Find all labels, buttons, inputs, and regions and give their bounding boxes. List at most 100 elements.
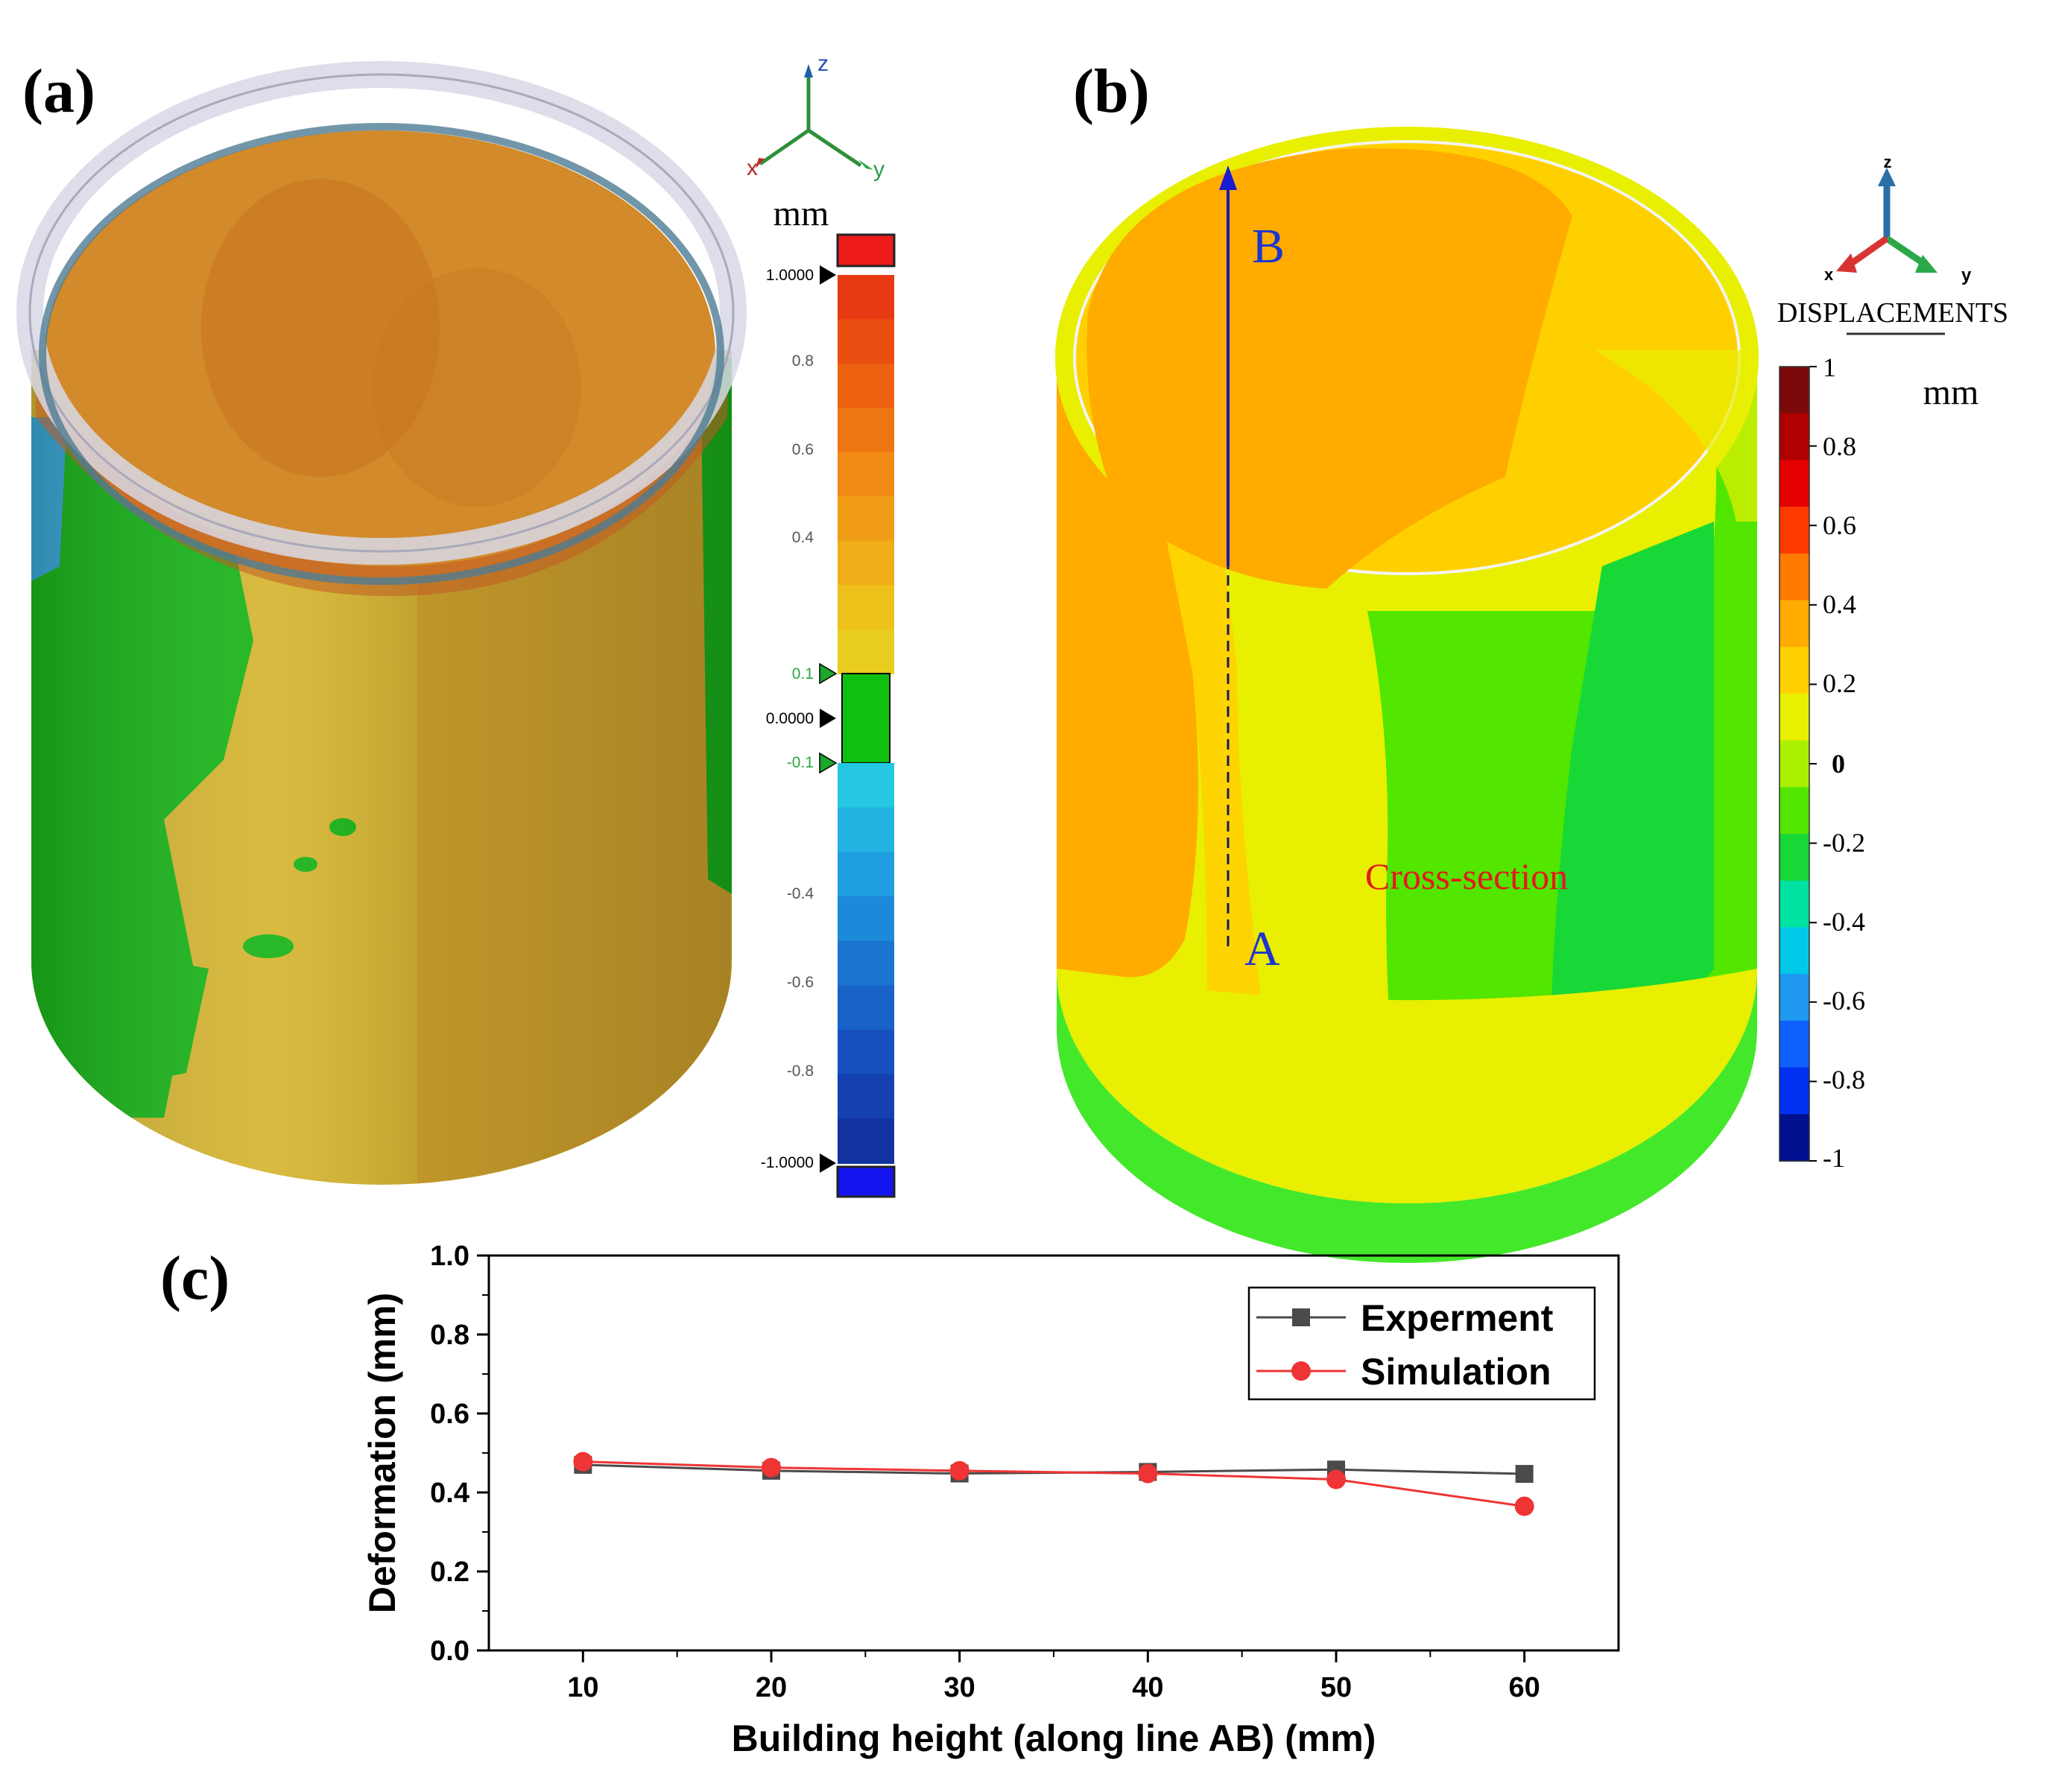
sim-band [1779,693,1809,741]
data-point-simulation [573,1451,593,1472]
scan-band-positive [838,540,894,586]
legend-label: Simulation [1361,1351,1551,1393]
sim-band [1779,880,1809,928]
axis-triad-a: z y x [747,51,885,182]
scan-band-negative [838,1074,894,1120]
scan-color-bands [838,275,894,1164]
scan-band-tolerance [841,673,890,764]
data-point-simulation [1514,1496,1534,1516]
x-axis: 10 20 30 40 50 60 [567,1650,1540,1703]
sim-orange-left [1057,358,1198,978]
chart-legend: Experment Simulation [1247,1286,1596,1401]
cross-section-label: Cross-section [1365,855,1568,897]
series-line-simulation [583,1460,1525,1508]
scan-tick-1: 1.0000 [766,267,814,284]
sim-tick-0-4: 0.4 [1823,589,1856,619]
y-tick-label: 1.0 [430,1241,469,1272]
sim-tick-0-8: 0.8 [1823,431,1856,461]
scan-color-scale: 1.0000 0.8 0.6 0.4 0.1 0.0000 -0.1 -0.4 … [761,233,896,1198]
scan-overflow-low [836,1165,896,1198]
sim-band [1779,460,1809,508]
sim-tick-neg-1: -1 [1823,1143,1845,1173]
panel-c: (c) 10 20 30 40 50 60 0.0 0.2 0.4 0.6 0.8 1.0 Buil… [160,1241,1620,1759]
y-axis-title: Deformation (mm) [361,1293,403,1614]
scan-tick-neg-0-4: -0.4 [787,885,814,902]
point-b-label: B [1252,219,1285,273]
y-tick-label: 0.6 [430,1399,469,1430]
series-experment [574,1455,1534,1484]
line-ab: B A Cross-section [1219,165,1568,976]
scan-scale-unit: mm [774,194,829,233]
axis-x-label-a: x [747,156,758,180]
axis-y-label-a: y [873,157,885,182]
legend-box [1247,1286,1596,1401]
sim-tick-neg-0-4: -0.4 [1823,907,1865,937]
x-tick-label: 50 [1320,1672,1352,1703]
x-tick-label: 10 [567,1672,598,1703]
sim-color-bands [1779,366,1817,1162]
scan-cylinder [16,61,747,1185]
scan-band-negative [838,985,894,1030]
y-tick-label: 0.2 [430,1557,469,1588]
sim-tick-neg-0-8: -0.8 [1823,1065,1865,1095]
panel-b: (b) B A Cross-section [1055,57,2008,1263]
panel-a: (a) [16,51,896,1198]
x-tick-label: 20 [756,1672,787,1703]
sim-band [1779,834,1809,881]
axis-z-label-a: z [817,51,829,76]
y-axis: 0.0 0.2 0.4 0.6 0.8 1.0 [430,1241,489,1667]
scan-tick-0-4: 0.4 [792,529,814,546]
scan-band-positive [838,585,894,630]
panel-a-label: (a) [22,57,95,126]
y-tick-label: 0.0 [430,1636,469,1667]
sim-tick-1: 1 [1823,352,1836,382]
scan-band-positive [838,319,894,364]
data-point-experment [1515,1465,1534,1484]
series-layer [573,1451,1534,1516]
sim-band [1779,507,1809,554]
scan-band-negative [838,852,894,897]
sim-tick-neg-0-6: -0.6 [1823,986,1865,1016]
legend-marker [1292,1308,1310,1326]
scan-band-negative [838,1030,894,1075]
sim-band [1779,413,1809,461]
sim-band [1779,553,1809,601]
sim-band [1779,647,1809,694]
axis-y-label-b: y [1961,265,1972,285]
sim-band [1779,740,1809,788]
data-point-simulation [1138,1463,1158,1484]
sim-top-orange [1086,148,1572,589]
scan-band-negative [838,807,894,853]
scan-band-negative [838,763,894,808]
legend-marker [1291,1361,1311,1381]
axis-triad-b: z y x [1824,153,1972,285]
sim-scale-unit: mm [1923,373,1979,412]
scan-tick-0-8: 0.8 [792,352,814,370]
sim-band [1779,600,1809,648]
panel-b-label: (b) [1073,57,1150,126]
sim-band [1779,1067,1809,1115]
sim-tick-neg-0-2: -0.2 [1823,828,1865,858]
scan-tick-neg-0-8: -0.8 [787,1063,814,1080]
scan-overflow-high [836,233,896,267]
x-tick-label: 40 [1132,1672,1163,1703]
scan-band-positive [838,452,894,498]
scan-tick-neg-1: -1.0000 [761,1154,814,1171]
axis-x-label-b: x [1824,265,1834,284]
scan-band-positive [838,629,894,674]
data-point-simulation [949,1460,969,1481]
scan-band-negative [838,1118,894,1164]
data-point-simulation [1326,1469,1346,1489]
y-tick-label: 0.4 [430,1478,469,1509]
x-tick-label: 30 [944,1672,975,1703]
x-tick-label: 60 [1509,1672,1540,1703]
scan-band-positive [838,408,894,453]
scan-band-negative [838,896,894,942]
displacement-legend-title: DISPLACEMENTS [1777,297,2008,329]
scan-tick-0-6: 0.6 [792,441,814,458]
scan-band-negative [838,940,894,987]
y-tick-label: 0.8 [430,1320,469,1351]
panel-c-label: (c) [160,1244,230,1313]
point-a-label: A [1244,922,1280,976]
